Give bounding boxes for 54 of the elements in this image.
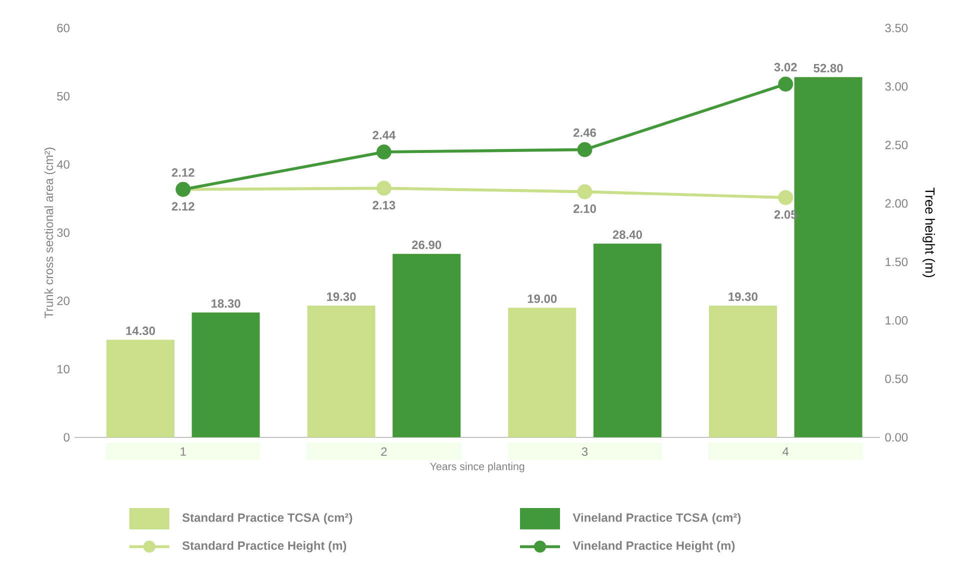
y-tick-label: 60 bbox=[57, 24, 70, 32]
bar bbox=[708, 306, 777, 438]
y2-tick-label: 0.00 bbox=[885, 432, 908, 442]
y-tick-label: 10 bbox=[58, 364, 70, 374]
y-tick-label: 20 bbox=[57, 296, 70, 305]
legend-label: Standard Practice Height (m) bbox=[182, 540, 346, 552]
point bbox=[778, 190, 794, 205]
data-label: 19.30 bbox=[728, 292, 758, 301]
bar bbox=[508, 308, 576, 438]
point bbox=[376, 180, 392, 196]
bar bbox=[192, 312, 260, 438]
legend-label: Standard Practice TCSA (cm²) bbox=[182, 512, 352, 524]
y2-tick-label: 3.50 bbox=[885, 24, 908, 32]
y2-tick-label: 2.00 bbox=[885, 199, 908, 208]
point bbox=[577, 184, 592, 200]
data-label: 3.02 bbox=[774, 62, 797, 72]
point bbox=[778, 76, 794, 92]
y2-tick-label: 0.50 bbox=[885, 374, 908, 383]
y2-tick-label: 1.50 bbox=[886, 257, 908, 266]
y-tick-label: 30 bbox=[57, 228, 70, 237]
x-tick-label: 4 bbox=[782, 447, 789, 456]
x-tick-label: 1 bbox=[180, 447, 186, 456]
point bbox=[577, 142, 592, 157]
point bbox=[376, 144, 392, 160]
y-tick-label: 50 bbox=[57, 92, 70, 100]
data-label: 2.13 bbox=[372, 200, 396, 210]
legend-label: Vineland Practice Height (m) bbox=[572, 540, 735, 552]
data-label: 18.30 bbox=[212, 299, 240, 308]
data-label: 2.44 bbox=[372, 130, 396, 140]
data-label: 19.30 bbox=[327, 292, 356, 301]
x-axis-title: Years since planting bbox=[430, 462, 524, 472]
data-label: 19.00 bbox=[528, 294, 557, 303]
y-axis-title: Trunk cross sectional area (cm²) bbox=[44, 147, 56, 318]
bar bbox=[593, 243, 662, 438]
x-tick-label: 2 bbox=[381, 447, 387, 456]
data-label: 28.40 bbox=[612, 230, 642, 239]
data-label: 14.30 bbox=[126, 326, 155, 335]
y-tick-label: 40 bbox=[56, 160, 70, 169]
y-tick-label: 0 bbox=[64, 432, 70, 442]
data-label: 52.80 bbox=[814, 64, 843, 72]
y2-tick-label: 1.00 bbox=[886, 316, 908, 324]
y2-axis-title: Tree height (m) bbox=[922, 187, 935, 277]
data-label: 26.90 bbox=[412, 240, 442, 249]
bar bbox=[106, 340, 174, 438]
data-label: 2.10 bbox=[574, 204, 596, 213]
data-label: 2.12 bbox=[172, 202, 194, 210]
x-tick-label: 3 bbox=[582, 447, 588, 456]
bar bbox=[307, 306, 376, 438]
bar bbox=[392, 254, 461, 438]
legend-label: Vineland Practice TCSA (cm²) bbox=[572, 512, 741, 524]
data-label: 2.12 bbox=[172, 168, 194, 177]
y2-tick-label: 3.00 bbox=[885, 82, 908, 91]
data-label: 2.46 bbox=[574, 128, 596, 137]
y2-tick-label: 2.50 bbox=[885, 140, 908, 150]
